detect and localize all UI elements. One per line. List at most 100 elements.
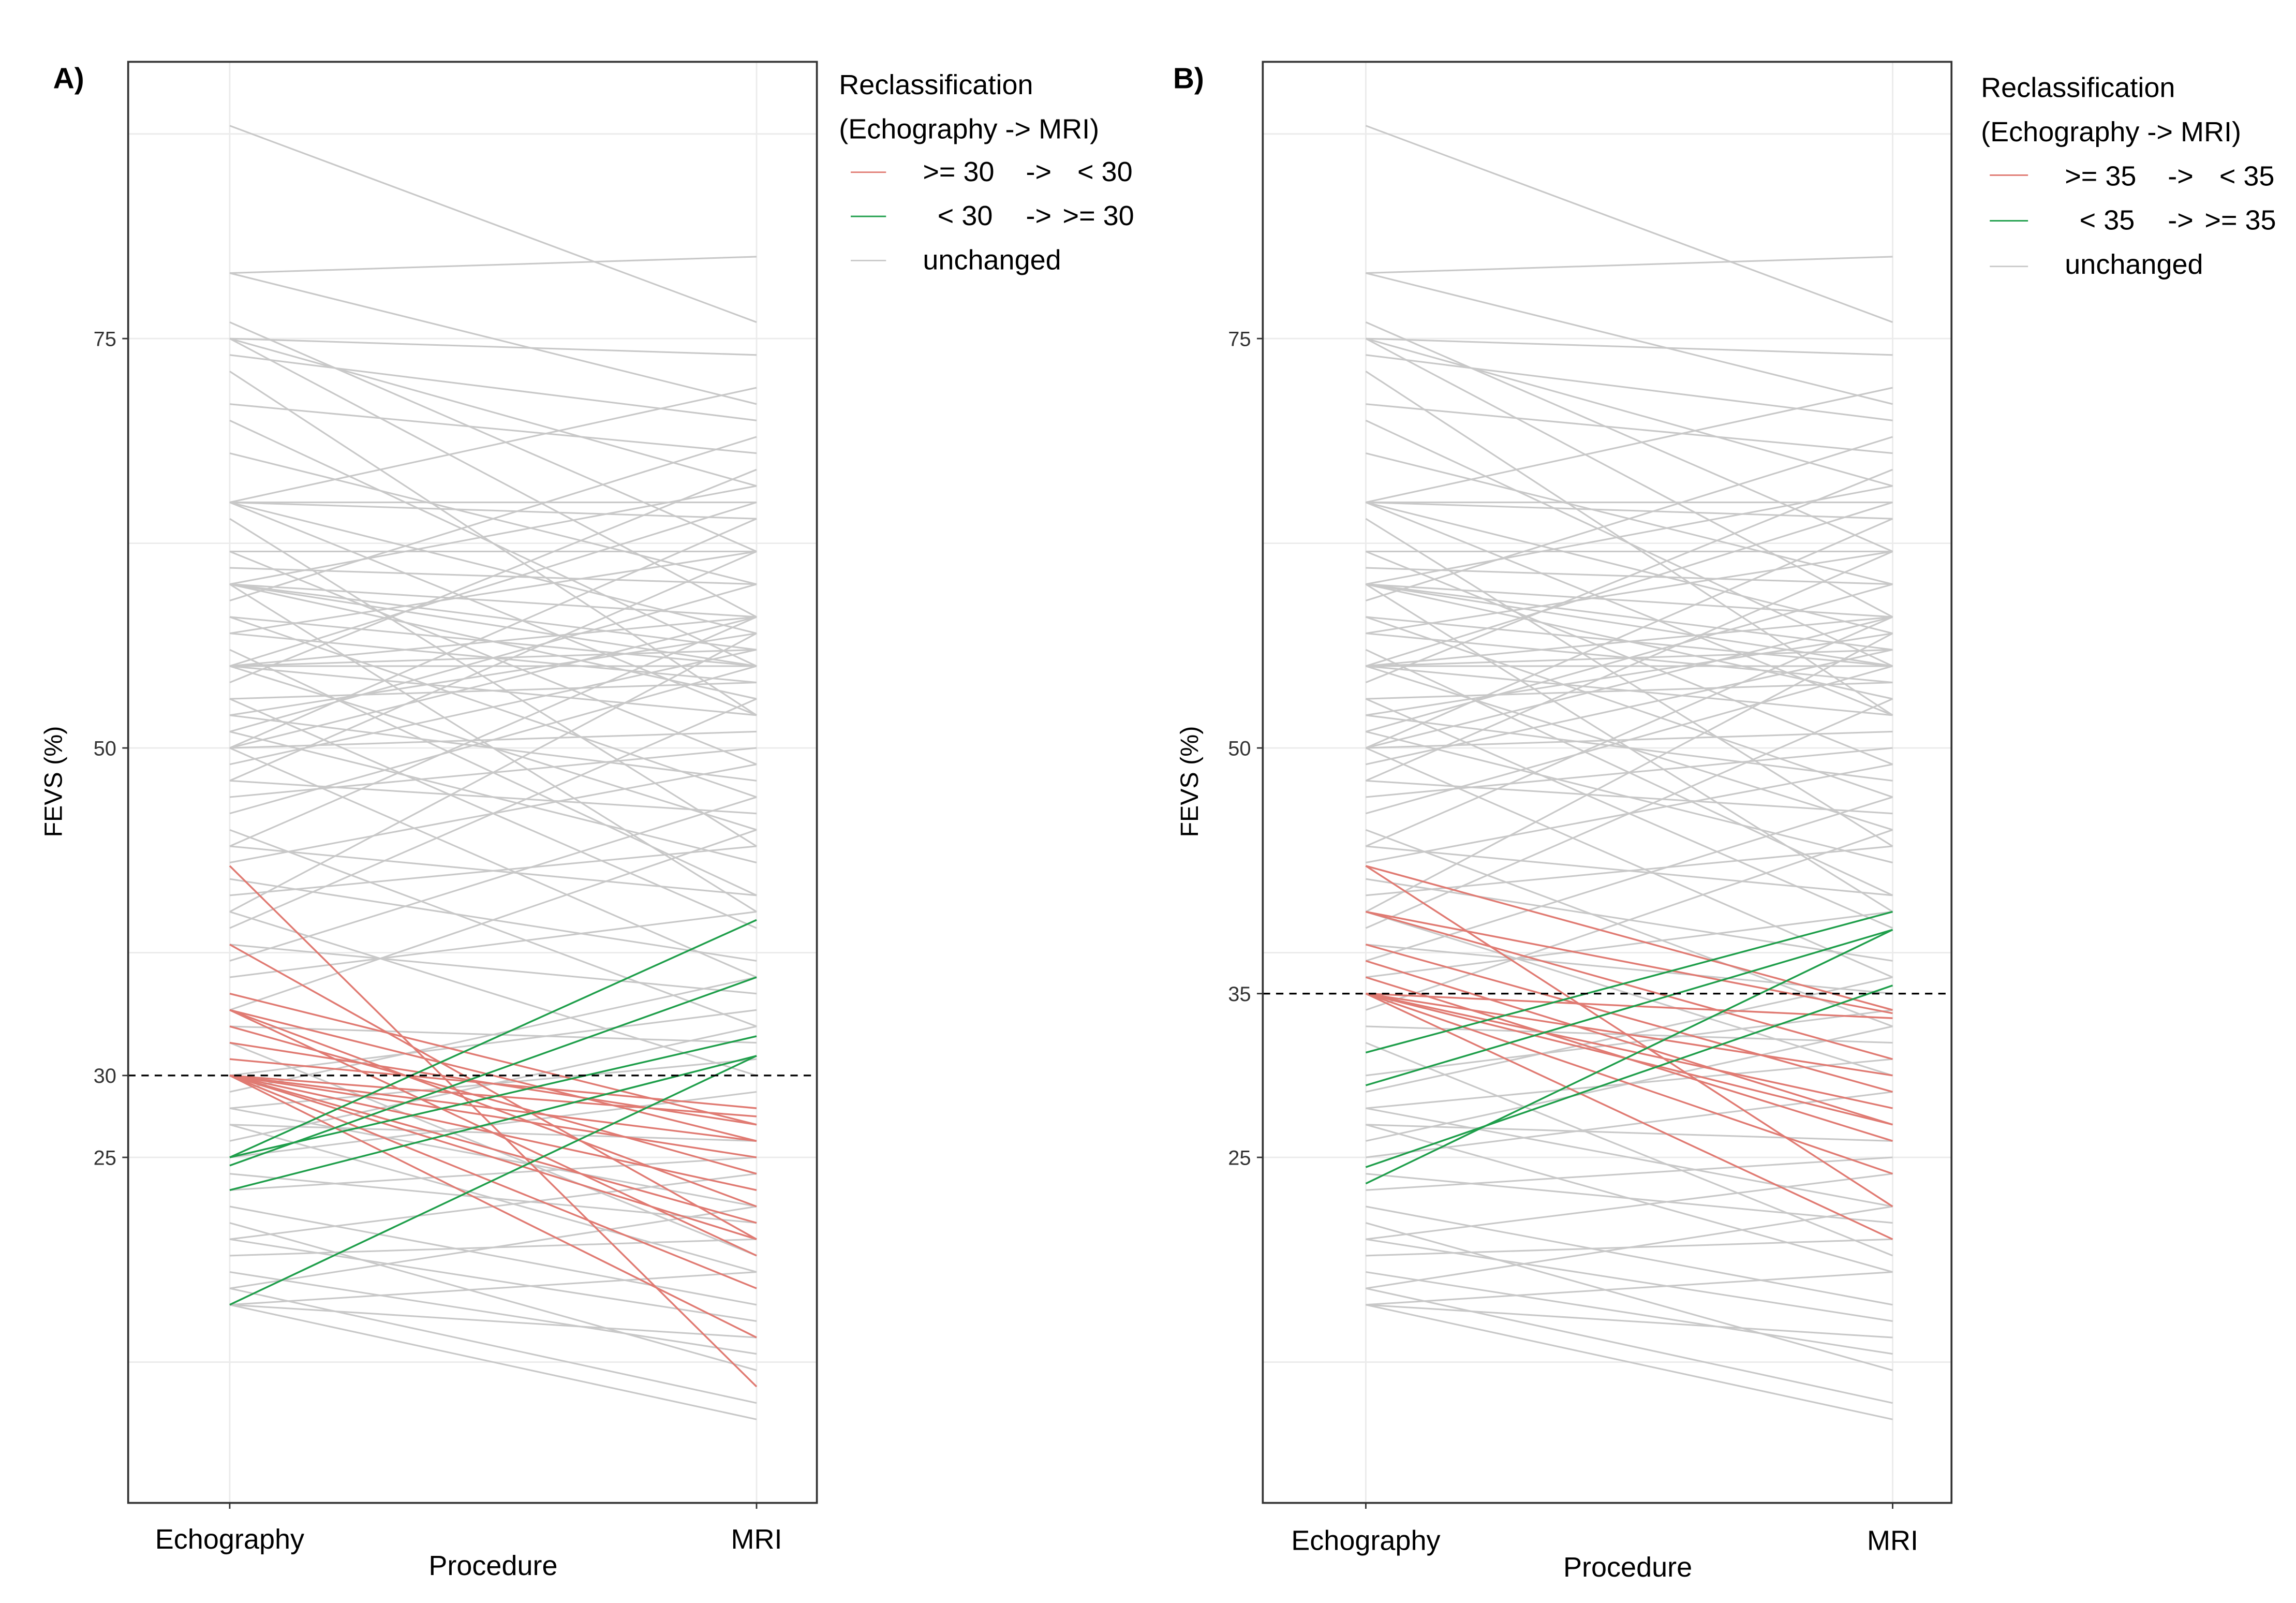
line-unchanged	[229, 125, 757, 323]
x-tick-mri: MRI	[1867, 1525, 1918, 1556]
line-upgraded	[1365, 929, 1893, 1185]
legend-label-to: < 30	[1077, 156, 1133, 187]
legend-subtitle: (Echography -> MRI)	[1981, 116, 2241, 148]
line-unchanged	[1366, 1205, 1893, 1289]
line-upgraded	[1365, 929, 1893, 1086]
line-unchanged	[1366, 403, 1893, 454]
line-unchanged	[1366, 387, 1893, 504]
line-unchanged	[229, 337, 757, 487]
line-unchanged	[1366, 845, 1893, 896]
line-unchanged	[1366, 1156, 1893, 1191]
line-unchanged	[1366, 1107, 1893, 1208]
line-downgraded	[1365, 944, 1893, 1093]
line-unchanged	[229, 944, 757, 995]
line-unchanged	[1366, 256, 1893, 274]
line-unchanged	[1366, 583, 1893, 618]
line-unchanged	[1365, 583, 1893, 732]
plot-frame	[127, 61, 818, 1504]
line-unchanged	[1365, 468, 1893, 683]
line-unchanged	[229, 698, 757, 929]
line-unchanged	[1366, 583, 1893, 651]
legend-label-arrow: ->	[1026, 156, 1051, 187]
line-unchanged	[1366, 681, 1893, 700]
line-downgraded	[229, 1075, 757, 1339]
plot-area: 75 50 35 25	[1228, 61, 1953, 1509]
line-unchanged	[229, 633, 757, 913]
line-unchanged	[1366, 1271, 1893, 1306]
line-unchanged	[1366, 780, 1893, 815]
line-unchanged	[1365, 1222, 1893, 1371]
line-unchanged	[229, 321, 757, 552]
line-unchanged	[229, 501, 757, 520]
legend-label-unchanged: unchanged	[923, 244, 1061, 275]
line-unchanged	[1365, 125, 1893, 323]
y-axis-label: FEVS (%)	[40, 726, 68, 837]
line-unchanged	[229, 387, 757, 504]
line-unchanged	[1366, 616, 1893, 667]
line-unchanged	[229, 829, 757, 1027]
line-unchanged	[229, 485, 757, 585]
line-unchanged	[229, 337, 757, 356]
line-upgraded	[229, 919, 757, 1158]
line-unchanged	[229, 1304, 757, 1339]
y-tick-label: 75	[94, 328, 116, 350]
x-tick-echography: Echography	[155, 1524, 304, 1555]
legend-subtitle: (Echography -> MRI)	[839, 113, 1099, 144]
line-downgraded	[1366, 992, 1893, 1019]
line-unchanged	[229, 1205, 757, 1289]
line-unchanged	[1365, 321, 1893, 552]
line-unchanged	[229, 583, 757, 732]
y-tick-label: 25	[94, 1146, 116, 1169]
legend: Reclassification (Echography -> MRI) >= …	[839, 69, 1134, 275]
line-unchanged	[229, 518, 757, 749]
line-unchanged	[1366, 550, 1893, 635]
y-tick-label: 75	[1228, 328, 1251, 350]
line-unchanged	[1366, 616, 1893, 749]
line-unchanged	[229, 829, 757, 1011]
line-unchanged	[229, 583, 757, 651]
line-unchanged	[229, 583, 757, 618]
legend-label-to: < 35	[2219, 160, 2275, 192]
panel-label: B)	[1173, 63, 1204, 95]
line-upgraded	[229, 1055, 757, 1191]
line-downgraded	[1366, 992, 1893, 1077]
line-unchanged	[1365, 796, 1893, 962]
line-unchanged	[1366, 1287, 1893, 1404]
line-unchanged	[229, 256, 757, 274]
line-unchanged	[1366, 337, 1893, 356]
line-unchanged	[229, 796, 757, 962]
legend-title: Reclassification	[839, 69, 1033, 100]
line-unchanged	[1366, 272, 1893, 405]
line-downgraded	[229, 1075, 757, 1289]
line-downgraded	[1365, 910, 1893, 1060]
line-upgraded	[1365, 910, 1893, 1054]
line-unchanged	[1366, 583, 1893, 667]
y-tick-label: 35	[1228, 983, 1251, 1006]
line-unchanged	[1365, 633, 1893, 913]
line-downgraded	[1365, 960, 1893, 1126]
legend-label-arrow: ->	[2168, 160, 2194, 192]
y-tick-label: 30	[94, 1065, 116, 1087]
line-unchanged	[1366, 1205, 1893, 1306]
line-unchanged	[1366, 1304, 1893, 1339]
line-downgraded	[229, 993, 757, 1126]
panel-b: B) 75 50 35 25 FEVS (%) Echography MRI Proc…	[1173, 61, 2276, 1583]
line-unchanged	[229, 1205, 757, 1306]
line-unchanged	[1366, 501, 1893, 520]
line-unchanged	[229, 616, 757, 667]
line-unchanged	[229, 583, 757, 667]
line-unchanged	[1365, 436, 1893, 601]
y-tick-label: 50	[1228, 737, 1251, 760]
line-unchanged	[229, 845, 757, 896]
legend-label-unchanged: unchanged	[2065, 249, 2203, 280]
line-unchanged	[1365, 502, 1893, 667]
line-unchanged	[229, 272, 757, 405]
line-unchanged	[1365, 337, 1893, 487]
line-unchanged	[1365, 665, 1893, 815]
line-unchanged	[229, 436, 757, 601]
line-unchanged	[229, 616, 757, 749]
line-downgraded	[1366, 910, 1893, 1014]
line-unchanged	[229, 550, 757, 782]
line-unchanged	[229, 1271, 757, 1355]
